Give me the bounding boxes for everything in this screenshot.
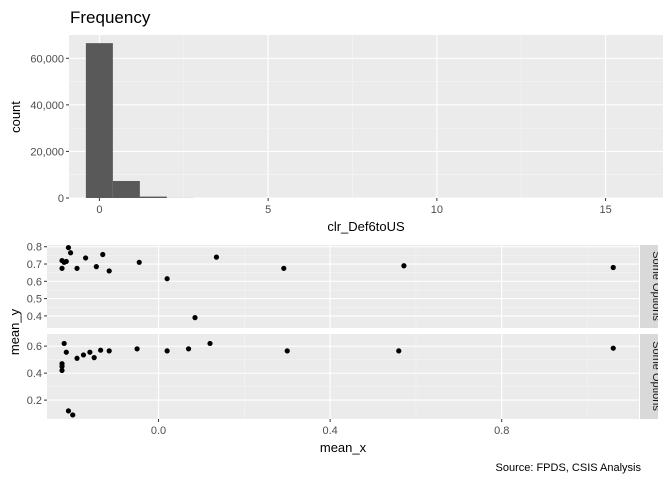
- scatter-point: [65, 408, 72, 414]
- x-tick-label: 0.4: [322, 425, 337, 437]
- y-tick-label: 0: [58, 193, 64, 205]
- facet-strip-label-bottom: Some Options: [650, 341, 662, 411]
- y-tick-label: 0.7: [27, 259, 42, 271]
- scatter-point: [213, 254, 220, 260]
- y-tick-label: 40,000: [30, 100, 64, 112]
- scatter-point: [106, 348, 112, 354]
- facet-strip-top: [640, 245, 658, 328]
- scatter-point: [136, 259, 142, 265]
- x-tick-label: 0.8: [494, 425, 509, 437]
- histogram-y-ticks: 0 20,000 40,000 60,000: [30, 53, 69, 205]
- scatter-point: [610, 264, 616, 271]
- scatter-panel-bottom: [47, 334, 639, 419]
- scatter-point: [59, 265, 65, 271]
- scatter-point: [98, 347, 104, 353]
- y-tick-label: 0.5: [27, 294, 42, 306]
- y-tick-label: 0.6: [27, 341, 42, 353]
- facet-strip-label-top: Some Options: [650, 251, 662, 321]
- source-caption: Source: FPDS, CSIS Analysis: [496, 462, 642, 474]
- scatter-point: [185, 346, 192, 352]
- scatter-point: [281, 265, 287, 271]
- scatter-y-axis-title: mean_y: [7, 308, 22, 355]
- scatter-gridlines: [47, 245, 639, 419]
- scatter-point: [207, 340, 213, 347]
- y-tick-label: 0.4: [27, 311, 42, 323]
- y-tick-label: 0.6: [27, 276, 42, 288]
- histogram-bar: [85, 43, 113, 199]
- y-tick-label: 20,000: [30, 146, 64, 158]
- scatter-x-axis-title: mean_x: [320, 440, 367, 455]
- x-tick-label: 0: [96, 204, 102, 216]
- histogram-chart: Frequency 0 20,000 40,000 60,000 0 5 10 15 clr…: [8, 8, 663, 234]
- scatter-point: [284, 348, 290, 354]
- scatter-y-ticks: 0.4 0.5 0.6 0.7 0.8 0.2 0.4 0.6: [27, 242, 47, 407]
- scatter-point: [396, 348, 402, 354]
- scatter-point: [59, 367, 65, 374]
- facet-strip-bottom: [640, 334, 658, 419]
- scatter-point: [87, 349, 93, 355]
- histogram-x-axis-title: clr_Def6toUS: [327, 219, 405, 234]
- x-tick-label: 5: [265, 204, 271, 216]
- histogram-y-axis-title: count: [8, 101, 23, 133]
- histogram-bars: [85, 43, 194, 199]
- scatter-point: [134, 346, 140, 352]
- y-tick-label: 0.4: [27, 368, 42, 380]
- scatter-panel-top: [47, 245, 639, 328]
- scatter-point: [164, 348, 170, 354]
- y-tick-label: 0.8: [27, 242, 42, 254]
- scatter-point: [65, 244, 72, 251]
- scatter-point: [91, 355, 97, 361]
- scatter-point: [74, 355, 80, 361]
- scatter-point: [70, 412, 76, 418]
- y-tick-label: 60,000: [30, 53, 64, 65]
- scatter-point: [401, 263, 407, 269]
- scatter-point: [61, 340, 67, 347]
- scatter-point: [93, 264, 99, 270]
- scatter-point: [164, 276, 170, 282]
- x-tick-label: 15: [600, 204, 612, 216]
- x-tick-label: 10: [431, 204, 443, 216]
- scatter-point: [63, 258, 69, 265]
- scatter-points: [59, 244, 616, 418]
- scatter-point: [100, 251, 106, 258]
- histogram-bar: [139, 196, 167, 198]
- histogram-bar: [112, 181, 140, 198]
- scatter-point: [106, 268, 112, 274]
- x-tick-label: 0.0: [151, 425, 166, 437]
- scatter-chart: 0.4 0.5 0.6 0.7 0.8 0.2 0.4 0.6 0.0 0.4 0.8 Some …: [7, 242, 662, 455]
- scatter-point: [192, 315, 198, 321]
- histogram-x-ticks: 0 5 10 15: [96, 198, 612, 216]
- scatter-point: [80, 352, 87, 358]
- scatter-point: [74, 265, 80, 271]
- histogram-panel: [69, 35, 663, 198]
- scatter-point: [83, 255, 89, 261]
- scatter-x-ticks: 0.0 0.4 0.8: [151, 419, 509, 437]
- scatter-point: [59, 361, 65, 367]
- scatter-point: [610, 345, 616, 351]
- y-tick-label: 0.2: [27, 395, 42, 407]
- scatter-point: [63, 349, 69, 355]
- histogram-title: Frequency: [70, 8, 151, 27]
- scatter-point: [67, 250, 74, 256]
